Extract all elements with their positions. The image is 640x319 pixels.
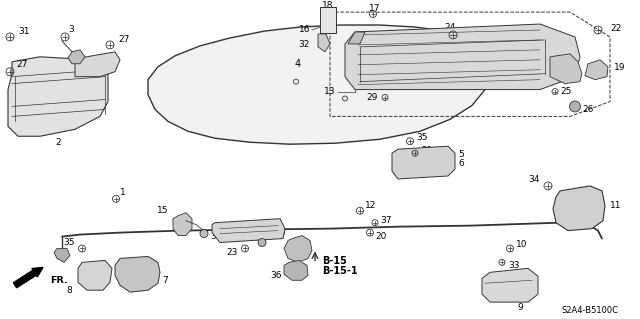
Text: 18: 18 [323,1,333,10]
Text: 20: 20 [375,232,387,241]
Text: B-15-1: B-15-1 [322,266,358,276]
Text: 2: 2 [55,138,61,147]
Text: 1: 1 [120,189,125,197]
FancyArrow shape [13,267,43,288]
Text: 25: 25 [560,87,572,96]
Text: 10: 10 [516,240,527,249]
Polygon shape [54,249,70,263]
Text: 12: 12 [365,201,376,210]
Polygon shape [8,57,108,136]
Polygon shape [392,146,455,179]
Text: 35: 35 [63,238,75,247]
Polygon shape [284,260,308,280]
Text: B-15: B-15 [322,256,347,266]
Polygon shape [173,213,192,235]
Text: 35: 35 [416,133,428,142]
Text: 13: 13 [323,87,335,96]
Polygon shape [550,54,582,84]
Text: FR.: FR. [50,276,68,285]
Circle shape [200,230,208,238]
Text: 26: 26 [582,105,593,114]
Text: 27: 27 [16,60,28,69]
Text: 11: 11 [610,201,621,210]
Polygon shape [345,24,580,90]
Polygon shape [115,256,160,292]
Polygon shape [78,260,112,290]
Polygon shape [284,235,312,263]
Circle shape [570,101,580,112]
Polygon shape [68,50,85,64]
Text: 30: 30 [210,232,221,241]
Text: 7: 7 [162,276,168,285]
Polygon shape [318,34,330,52]
Text: 34: 34 [529,175,540,184]
Text: 29: 29 [367,93,378,102]
Polygon shape [148,25,490,144]
Bar [320,7,336,33]
Polygon shape [348,32,365,44]
Text: 5: 5 [458,150,464,159]
Text: S2A4-B5100C: S2A4-B5100C [562,306,619,315]
Text: 22: 22 [610,24,621,33]
Polygon shape [553,186,605,231]
Text: 15: 15 [157,206,168,215]
Text: 6: 6 [458,159,464,167]
Polygon shape [482,268,538,302]
Text: 19: 19 [614,63,625,72]
Text: 28: 28 [275,228,286,237]
Polygon shape [75,52,120,77]
Circle shape [258,239,266,247]
Text: 16: 16 [298,26,310,34]
Text: 9: 9 [517,303,523,312]
Text: 23: 23 [227,248,238,257]
Text: 8: 8 [67,286,72,295]
Text: 32: 32 [299,41,310,49]
Text: 33: 33 [508,261,520,270]
Text: 4: 4 [295,59,301,69]
Text: 14: 14 [244,233,256,242]
Polygon shape [585,60,608,80]
Text: 27: 27 [118,35,129,44]
Text: 31: 31 [18,27,29,36]
Text: 36: 36 [271,271,282,280]
Polygon shape [212,219,285,242]
Text: 24: 24 [444,23,456,32]
Text: 21: 21 [421,146,433,155]
Text: 37: 37 [380,216,392,225]
Text: 3: 3 [68,26,74,34]
Text: 17: 17 [369,4,381,13]
